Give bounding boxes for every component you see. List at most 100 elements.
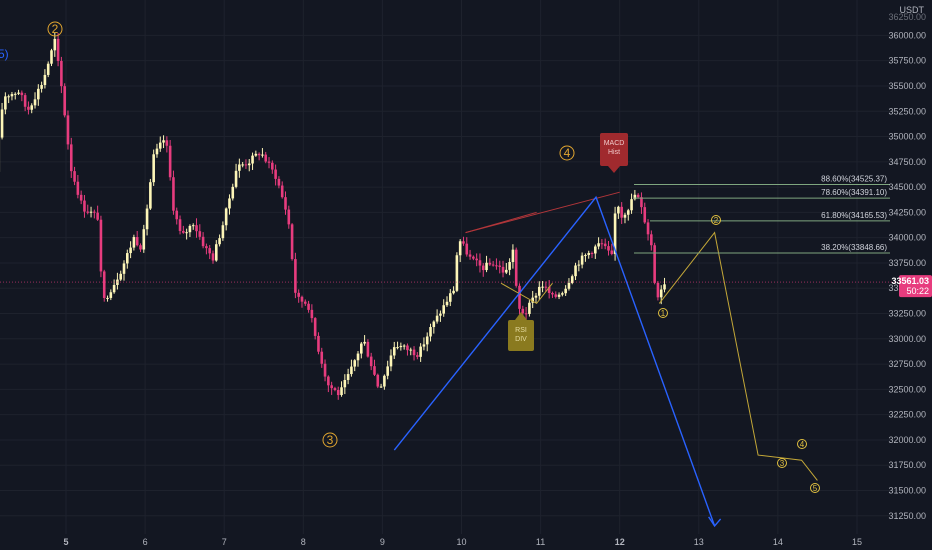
candle-body bbox=[360, 343, 363, 354]
candle-body bbox=[43, 74, 47, 86]
candle-body bbox=[442, 305, 446, 314]
macd-hist-marker[interactable]: MACD Hist bbox=[600, 133, 628, 173]
current-price: 33561.03 bbox=[891, 276, 929, 286]
candle-body bbox=[653, 245, 656, 283]
candle-body bbox=[145, 208, 149, 230]
candle-body bbox=[340, 387, 343, 396]
candle-body bbox=[76, 181, 80, 195]
candle-body bbox=[20, 92, 24, 96]
candle-body bbox=[327, 376, 330, 386]
candle-body bbox=[475, 258, 478, 261]
quote-currency: USDT bbox=[900, 5, 925, 15]
candle-body bbox=[261, 154, 264, 156]
candle-body bbox=[4, 96, 7, 110]
candle-body bbox=[241, 164, 244, 166]
candle-body bbox=[363, 341, 366, 344]
candle-body bbox=[244, 164, 248, 166]
candle-body bbox=[610, 250, 614, 255]
candle-body bbox=[587, 252, 591, 256]
fib-label: 88.60%(34525.37) bbox=[821, 175, 887, 184]
candle-body bbox=[445, 301, 449, 306]
candle-body bbox=[567, 282, 571, 289]
price-tick-label: 33000.00 bbox=[888, 334, 926, 344]
candle-body bbox=[346, 374, 350, 380]
svg-text:4: 4 bbox=[800, 440, 805, 449]
candle-body bbox=[277, 178, 281, 186]
candle-body bbox=[366, 341, 370, 357]
candle-body bbox=[139, 245, 142, 250]
time-axis[interactable]: 5 6 7 8 9 10 11 12 13 14 15 bbox=[63, 537, 862, 547]
candle-body bbox=[643, 207, 647, 223]
wave-4-minor: 4 bbox=[797, 439, 807, 449]
price-tick-label: 35250.00 bbox=[888, 106, 926, 116]
candle-body bbox=[551, 292, 554, 295]
candle-body bbox=[564, 288, 567, 294]
candle-body bbox=[603, 243, 607, 247]
candle-body bbox=[284, 197, 287, 210]
candle-body bbox=[396, 347, 399, 349]
candle-body bbox=[191, 225, 195, 227]
candle-body bbox=[343, 379, 347, 388]
candle-body bbox=[142, 229, 146, 250]
candle-countdown: 50:22 bbox=[906, 286, 929, 296]
candle-body bbox=[452, 290, 455, 294]
candle-body bbox=[524, 313, 528, 315]
candle-body bbox=[528, 302, 531, 314]
svg-text:2: 2 bbox=[714, 216, 719, 225]
candle-body bbox=[188, 225, 192, 233]
fib-label: 38.20%(33848.66) bbox=[821, 243, 887, 252]
price-tick-label: 34750.00 bbox=[888, 157, 926, 167]
candle-body bbox=[37, 88, 40, 100]
candle-body bbox=[172, 177, 175, 211]
candle-body bbox=[531, 297, 534, 303]
candle-body bbox=[86, 211, 90, 213]
macd-hist-pointer bbox=[608, 166, 620, 173]
macd-divergence-line-short bbox=[465, 211, 537, 234]
candle-body bbox=[584, 255, 587, 257]
candle-body bbox=[508, 262, 511, 270]
candle-body bbox=[307, 303, 310, 310]
rsi-div-marker[interactable]: RSI DIV bbox=[508, 312, 534, 351]
price-tick-label: 34500.00 bbox=[888, 182, 926, 192]
candle-body bbox=[353, 360, 357, 367]
candle-body bbox=[462, 241, 465, 244]
candle-body bbox=[251, 155, 254, 164]
candle-body bbox=[330, 385, 333, 389]
candle-body bbox=[53, 38, 57, 51]
wave-3-minor: 3 bbox=[777, 458, 787, 468]
candle-body bbox=[623, 214, 627, 218]
candle-body bbox=[336, 390, 340, 396]
candle-body bbox=[63, 86, 66, 116]
time-tick-label: 10 bbox=[456, 537, 466, 547]
candle-body bbox=[402, 345, 406, 347]
rsi-div-pointer bbox=[515, 312, 527, 320]
candle-body bbox=[175, 210, 179, 220]
candle-body bbox=[205, 246, 208, 249]
grid bbox=[0, 0, 898, 534]
candle-body bbox=[379, 386, 383, 388]
candle-body bbox=[472, 256, 475, 259]
price-tick-label: 31500.00 bbox=[888, 486, 926, 496]
candle-body bbox=[491, 264, 495, 266]
candle-body bbox=[198, 231, 202, 237]
candle-body bbox=[290, 224, 294, 260]
candle-body bbox=[274, 169, 277, 179]
candle-body bbox=[7, 96, 10, 98]
left-edge-label: 5) bbox=[0, 47, 9, 61]
candle-body bbox=[425, 336, 429, 345]
price-tick-label: 32500.00 bbox=[888, 384, 926, 394]
price-tick-label: 31250.00 bbox=[888, 511, 926, 521]
svg-text:3: 3 bbox=[780, 459, 785, 468]
candle-body bbox=[570, 276, 574, 283]
candle-body bbox=[168, 145, 172, 178]
candle-body bbox=[406, 345, 409, 351]
candle-body bbox=[89, 211, 93, 213]
candle-body bbox=[633, 194, 637, 200]
price-axis[interactable]: USDT 36250.00 36000.00 35750.00 35500.00 35… bbox=[888, 5, 926, 521]
blue-projection-arrowhead bbox=[708, 516, 722, 528]
candle-body bbox=[79, 194, 83, 201]
candle-body bbox=[178, 219, 182, 231]
candle-body bbox=[56, 38, 60, 61]
candle-body bbox=[597, 243, 600, 247]
